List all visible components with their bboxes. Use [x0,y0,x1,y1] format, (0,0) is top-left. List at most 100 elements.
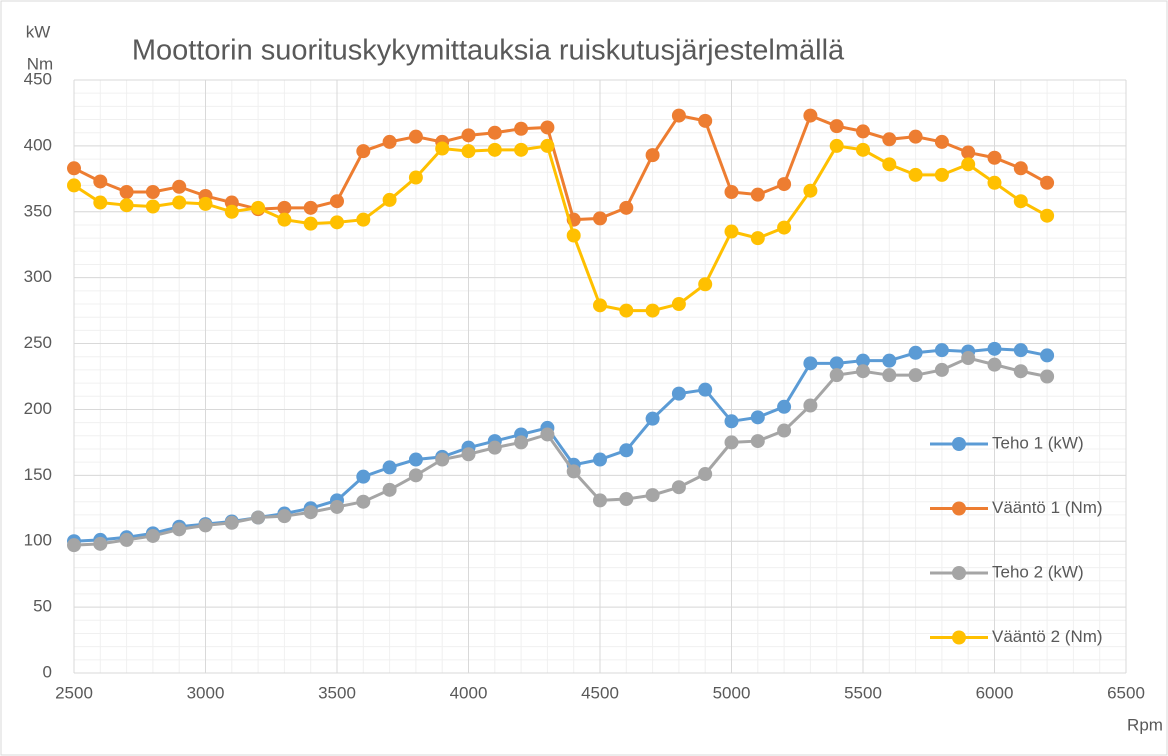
x-tick-label: 5500 [844,683,882,702]
data-point [408,129,423,144]
x-tick-label: 5000 [713,683,751,702]
legend-label: Vääntö 1 (Nm) [992,498,1103,517]
data-point [514,121,529,136]
data-point [803,356,818,371]
data-point [934,167,949,182]
data-point [934,362,949,377]
data-point [698,277,713,292]
data-point [1040,175,1055,190]
y-tick-label: 350 [24,201,52,220]
data-point [698,113,713,128]
data-point [461,144,476,159]
data-point [1013,364,1028,379]
data-point [303,216,318,231]
data-point [540,138,555,153]
data-point [330,499,344,514]
data-point [172,195,187,210]
data-point [645,411,660,426]
data-point [829,356,844,371]
data-point [803,108,818,123]
y-tick-label: 250 [24,333,52,352]
data-point [698,382,713,397]
data-point [619,492,634,507]
data-point [224,204,239,219]
x-axis-label: Rpm [1127,715,1163,734]
data-point [408,468,423,483]
data-point [93,174,108,189]
data-point [1013,194,1028,209]
data-point [750,434,765,449]
data-point [119,198,134,213]
y-tick-label: 200 [24,399,52,418]
legend-marker [952,630,966,645]
data-point [224,515,239,530]
data-point [356,212,371,227]
data-point [435,452,450,467]
data-point [803,183,818,198]
data-point [961,145,976,160]
legend-marker [952,501,966,516]
data-point [619,200,634,215]
data-point [645,148,660,163]
legend-label: Teho 2 (kW) [992,562,1084,581]
chart-title: Moottorin suorituskykymittauksia ruiskut… [132,35,845,67]
data-point [540,427,555,442]
data-point [593,298,607,313]
data-point [461,447,476,462]
data-point [251,510,266,525]
data-point [777,220,792,235]
data-point [882,368,897,383]
x-tick-label: 6500 [1107,683,1145,702]
data-point [251,200,266,215]
data-point [408,452,423,467]
data-point [961,157,976,172]
data-point [987,150,1002,165]
data-point [1013,161,1028,176]
data-point [566,228,581,243]
data-point [1040,208,1055,223]
data-point [593,493,607,508]
y-tick-label: 0 [43,662,52,681]
data-point [645,488,660,503]
data-point [277,212,292,227]
y-tick-label: 100 [24,531,52,550]
data-point [487,125,502,140]
data-point [566,464,581,479]
data-point [750,410,765,425]
data-point [303,200,318,215]
data-point [987,341,1002,356]
data-point [93,536,108,551]
data-point [856,364,870,379]
data-point [303,505,318,520]
data-point [119,185,134,200]
data-point [330,215,344,230]
data-point [198,196,213,211]
data-point [119,532,134,547]
y-tick-label: 150 [24,465,52,484]
x-tick-label: 3500 [318,683,356,702]
x-tick-label: 3000 [187,683,225,702]
y-axis-label: Nm [27,54,53,73]
data-point [856,142,870,157]
data-point [829,368,844,383]
legend-label: Vääntö 2 (Nm) [992,627,1103,646]
data-point [487,440,502,455]
data-point [1040,369,1055,384]
data-point [671,108,686,123]
data-point [724,224,739,239]
data-point [382,134,397,149]
legend-marker [952,566,966,580]
data-point [145,199,160,214]
y-tick-label: 450 [24,69,52,88]
data-point [724,435,739,450]
data-point [908,129,923,144]
y-tick-label: 300 [24,267,52,286]
y-tick-label: 400 [24,135,52,154]
data-point [514,435,529,450]
data-point [987,175,1002,190]
data-point [803,398,818,413]
data-point [724,185,739,200]
data-point [356,469,371,484]
data-point [908,368,923,383]
